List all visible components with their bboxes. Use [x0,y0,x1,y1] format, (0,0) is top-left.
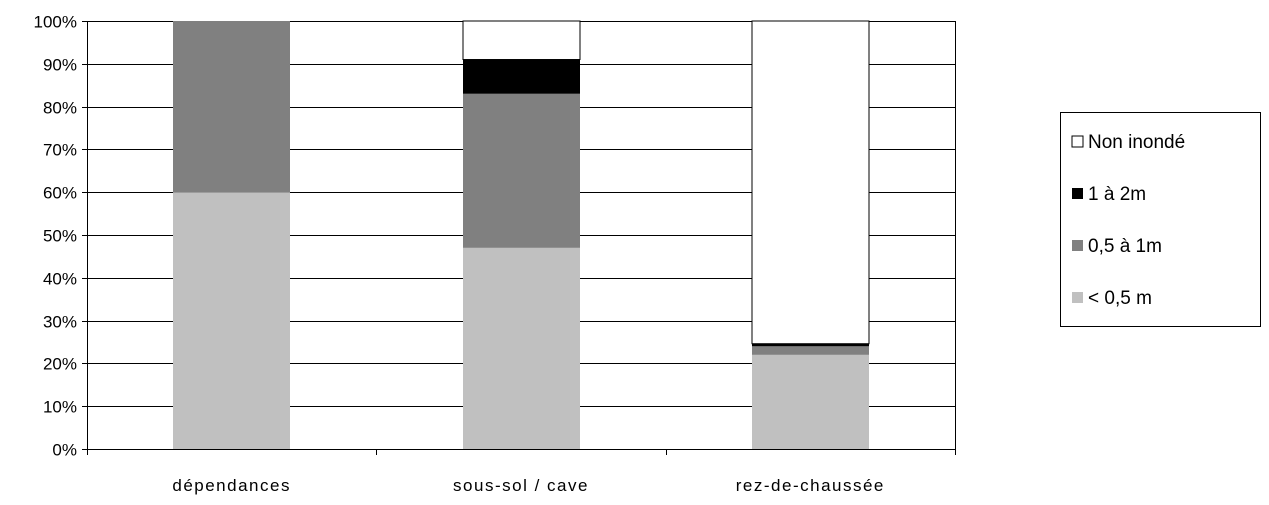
x-tick-label: dépendances [172,476,291,495]
y-tick-label: 80% [43,99,77,118]
x-tick-label: rez-de-chaussée [736,476,885,495]
y-tick-label: 40% [43,270,77,289]
bar-segment [463,247,580,449]
legend-label: < 0,5 m [1088,288,1152,309]
axes [87,21,956,455]
legend-label: Non inondé [1088,132,1185,153]
y-axis-ticks: 0% 10% 20% 30% 40% 50% 60% 70% 80% 90% 100% [34,13,87,460]
legend: Non inondé 1 à 2m 0,5 à 1m < 0,5 m [1060,112,1261,327]
bar-segment [173,21,290,193]
legend-swatch [1072,188,1083,199]
y-tick-label: 20% [43,355,77,374]
bar-segment [752,354,869,449]
x-axis-labels: dépendances sous-sol / cave rez-de-chaussé… [172,476,885,495]
y-tick-label: 60% [43,184,77,203]
y-tick-label: 100% [34,13,77,32]
legend-label: 0,5 à 1m [1088,236,1162,257]
y-tick-label: 30% [43,313,77,332]
bar-segment [752,343,869,347]
y-tick-label: 0% [52,441,77,460]
legend-box [1060,112,1261,327]
y-tick-label: 70% [43,141,77,160]
x-tick-label: sous-sol / cave [453,476,589,495]
y-tick-label: 90% [43,56,77,75]
y-tick-label: 10% [43,398,77,417]
bar-segment [463,93,580,248]
y-tick-label: 50% [43,227,77,246]
bar-segment [752,346,869,355]
legend-label: 1 à 2m [1088,184,1146,205]
bar-segment [462,20,581,61]
legend-swatch [1072,240,1083,251]
bar-segment [173,192,290,449]
legend-swatch [1072,292,1083,303]
legend-swatch [1071,135,1084,148]
bars [173,20,870,449]
bar-segment [463,59,580,94]
bar-segment [751,20,870,345]
